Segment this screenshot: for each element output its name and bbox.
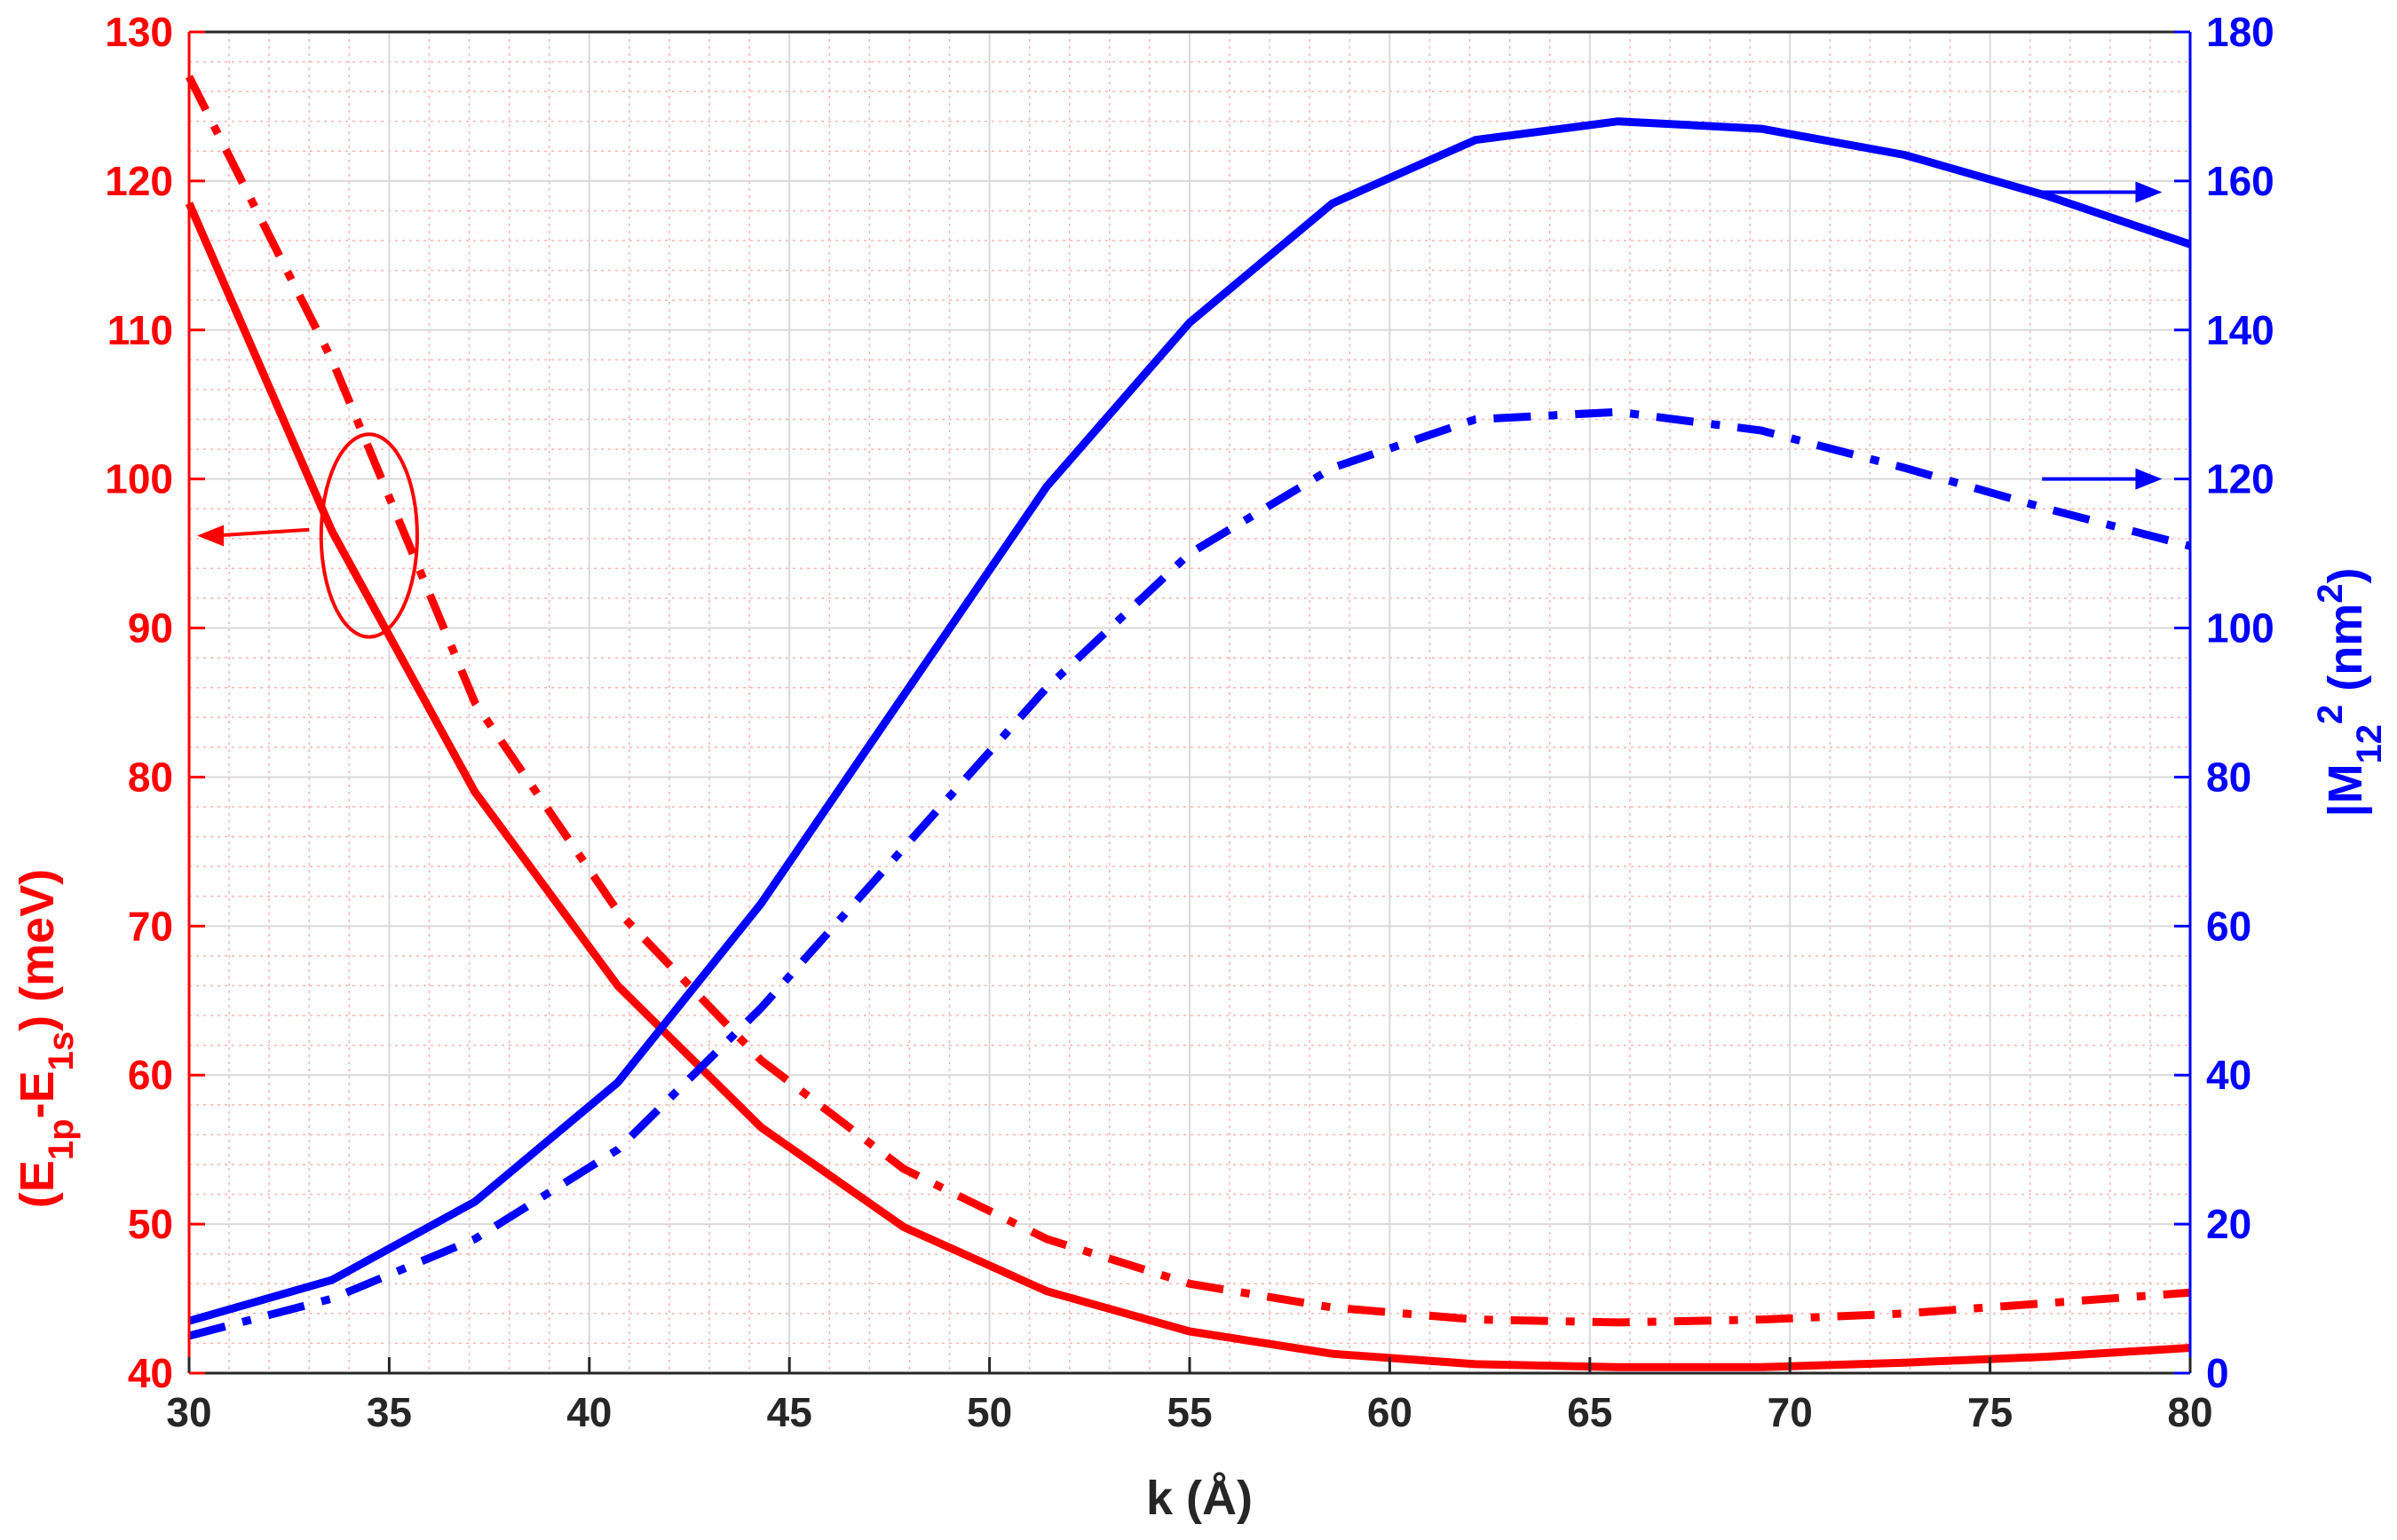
- x-tick-label: 65: [1567, 1389, 1612, 1435]
- left-y-tick-label: 100: [105, 456, 173, 502]
- x-tick-label: 30: [166, 1389, 211, 1435]
- x-axis-title: k (Å): [1146, 1472, 1253, 1525]
- right-y-tick-label: 40: [2206, 1052, 2251, 1098]
- arrow-line: [214, 527, 310, 538]
- left-y-tick-label: 40: [128, 1350, 173, 1396]
- arrow-head-icon: [2135, 181, 2163, 203]
- left-y-tick-label: 130: [105, 9, 173, 55]
- highlight-ellipse: [319, 432, 419, 639]
- x-tick-label: 35: [367, 1389, 412, 1435]
- left-y-tick-label: 60: [128, 1052, 173, 1098]
- left-y-tick-label: 120: [105, 158, 173, 204]
- x-tick-label: 75: [1967, 1389, 2013, 1435]
- x-tick-label: 55: [1167, 1389, 1212, 1435]
- right-y-tick-label: 60: [2206, 903, 2251, 949]
- grid: [188, 31, 2191, 1374]
- left-y-tick-label: 70: [128, 903, 173, 949]
- right-y-tick-label: 160: [2206, 158, 2274, 204]
- x-tick-label: 50: [967, 1389, 1012, 1435]
- x-tick-label: 60: [1367, 1389, 1412, 1435]
- series-group: [185, 75, 2192, 1371]
- right-y-tick-label: 140: [2206, 307, 2274, 353]
- arrow-head-icon: [197, 525, 225, 547]
- annotations: [197, 181, 2163, 639]
- right-y-tick-label: 180: [2206, 9, 2274, 55]
- x-tick-label: 40: [566, 1389, 612, 1435]
- arrow-head-icon: [2135, 468, 2163, 490]
- right-y-tick-label: 20: [2206, 1201, 2251, 1247]
- left-y-tick-label: 110: [107, 307, 173, 353]
- right-y-tick-label: 120: [2206, 456, 2274, 502]
- x-tick-label: 70: [1768, 1389, 1813, 1435]
- x-tick-label: 45: [767, 1389, 812, 1435]
- axes: 30 35 40 45 50 55 60 65 70 75 80 40 50 60 70 80 90 100 110…: [105, 9, 2274, 1435]
- x-tick-label: 80: [2167, 1389, 2212, 1435]
- right-y-tick-label: 0: [2206, 1350, 2229, 1396]
- left-y-tick-label: 50: [128, 1201, 173, 1247]
- left-y-tick-label: 80: [128, 754, 173, 800]
- left-y-tick-label: 90: [128, 605, 173, 652]
- right-y-tick-label: 80: [2206, 754, 2251, 800]
- right-y-tick-label: 100: [2206, 605, 2274, 652]
- series-line-right-dashdot: [187, 407, 2192, 1340]
- right-axis-title: |M122 (nm2): [2311, 567, 2389, 817]
- left-axis-title: (E1p-E1s) (meV): [11, 869, 81, 1208]
